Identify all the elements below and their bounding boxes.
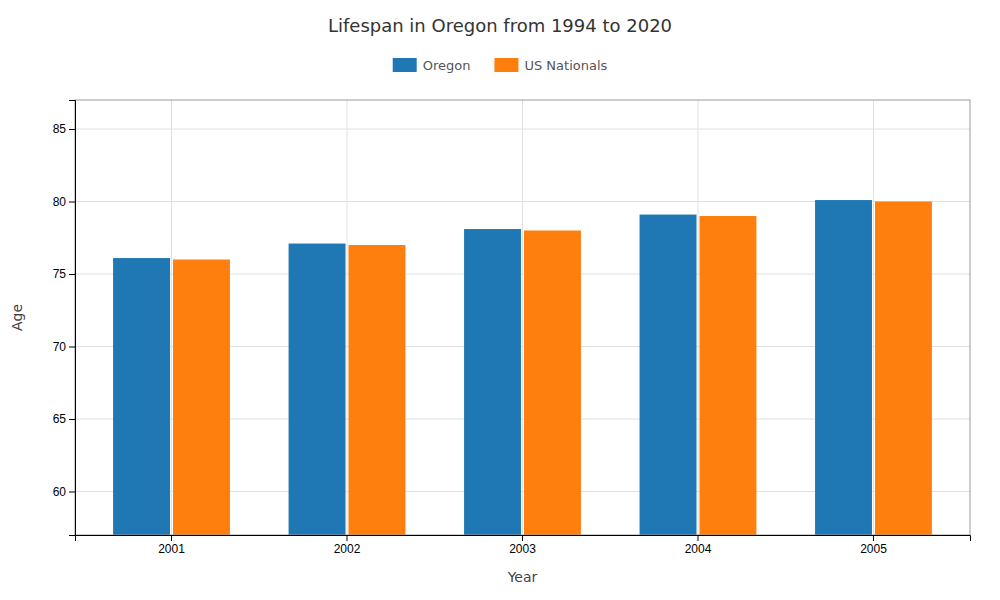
bar-series (173, 202, 932, 536)
y-axis: 60 65 70 75 80 85 (53, 101, 76, 536)
y-tick-label: 75 (53, 267, 67, 281)
legend-item: Oregon (393, 58, 471, 73)
x-axis-line (76, 536, 971, 542)
x-tick: 2003 (509, 535, 536, 556)
bar (289, 244, 346, 535)
y-tick: 60 (53, 485, 75, 499)
y-tick-label: 60 (53, 485, 67, 499)
y-tick: 75 (53, 267, 75, 281)
y-tick: 80 (53, 195, 75, 209)
bar (524, 231, 581, 536)
x-grid-line (347, 100, 348, 535)
x-tick-label: 2005 (860, 542, 887, 556)
bars (113, 200, 932, 535)
y-tick: 65 (53, 412, 75, 426)
x-axis-title: Year (507, 569, 538, 585)
legend-item: US Nationals (494, 58, 607, 73)
x-tick-mark (522, 535, 523, 541)
x-grid-line (697, 100, 698, 535)
y-axis-title: Age (9, 304, 25, 331)
y-tick-mark (69, 419, 75, 420)
x-tick: 2004 (685, 535, 712, 556)
legend: Oregon US Nationals (393, 58, 608, 73)
bar (699, 216, 756, 535)
x-tick: 2001 (158, 535, 185, 556)
plot-frame (75, 100, 970, 535)
legend-label: US Nationals (524, 58, 607, 73)
y-tick-label: 85 (53, 122, 67, 136)
bar (464, 229, 521, 535)
x-tick: 2002 (334, 535, 361, 556)
bar (349, 245, 406, 535)
y-tick-mark (69, 129, 75, 130)
x-tick-mark (347, 535, 348, 541)
bar (640, 215, 697, 535)
x-tick-label: 2004 (685, 542, 712, 556)
y-tick-mark (69, 492, 75, 493)
legend-swatch (393, 58, 417, 72)
x-tick-mark (697, 535, 698, 541)
x-tick-label: 2003 (509, 542, 536, 556)
chart: 2001 2002 2003 2004 2005 60 65 70 75 80 85 Year Age L… (0, 0, 1000, 600)
y-tick-label: 80 (53, 195, 67, 209)
bar (113, 258, 170, 535)
bar (173, 260, 230, 536)
legend-swatch (494, 58, 518, 72)
y-tick: 85 (53, 122, 75, 136)
bar (815, 200, 872, 535)
bar-series (113, 200, 872, 535)
x-grid-line (171, 100, 172, 535)
y-tick-label: 65 (53, 412, 67, 426)
y-tick-mark (69, 202, 75, 203)
legend-label: Oregon (423, 58, 471, 73)
y-axis-line (69, 101, 76, 536)
x-grid-line (873, 100, 874, 535)
y-tick: 70 (53, 340, 75, 354)
chart-title: Lifespan in Oregon from 1994 to 2020 (328, 15, 672, 36)
x-axis: 2001 2002 2003 2004 2005 (76, 535, 971, 556)
x-tick: 2005 (860, 535, 887, 556)
y-tick-mark (69, 347, 75, 348)
plot-area: 2001 2002 2003 2004 2005 60 65 70 75 80 85 (53, 100, 971, 600)
x-tick-label: 2001 (158, 542, 185, 556)
y-tick-mark (69, 274, 75, 275)
x-tick-mark (171, 535, 172, 541)
y-tick-label: 70 (53, 340, 67, 354)
x-tick-label: 2002 (334, 542, 361, 556)
x-grid-line (522, 100, 523, 535)
bar (875, 202, 932, 536)
x-tick-mark (873, 535, 874, 541)
